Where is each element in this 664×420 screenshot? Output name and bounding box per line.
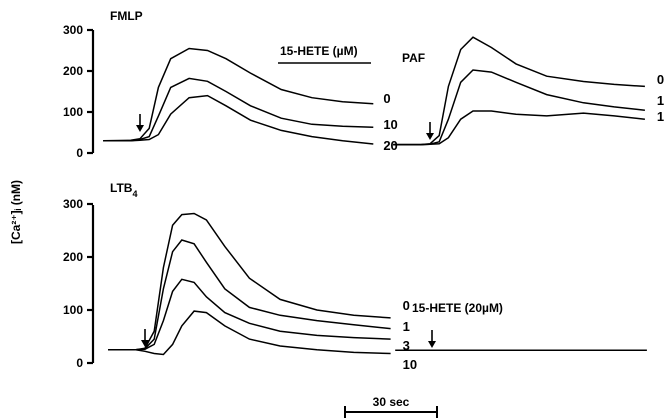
trace-ltb4-10 (108, 310, 391, 356)
trace-label: 10 (383, 117, 397, 132)
trace-paf-10 (393, 110, 645, 146)
trace-fmlp-0 (103, 47, 374, 142)
y-tick-label: 300 (63, 23, 83, 37)
panel-title: FMLP (110, 9, 143, 23)
trace-label: 1 (403, 319, 410, 334)
trace-label: 0 (383, 91, 390, 106)
stimulus-arrow-head (428, 341, 436, 348)
legend-title: 15-HETE (µM) (280, 44, 358, 58)
panel-title: 15-HETE (20µM) (412, 301, 503, 315)
trace-ltb4-0 (108, 212, 391, 351)
stimulus-arrow-head (136, 125, 144, 132)
trace-label: 0 (403, 298, 410, 313)
panels: 0100200300FMLP01020PAF01100100200300LTB4… (63, 9, 664, 372)
y-tick-label: 200 (63, 250, 83, 264)
trace-fmlp-20 (103, 94, 374, 145)
y-tick-label: 100 (63, 303, 83, 317)
y-tick-label: 200 (63, 64, 83, 78)
y-tick-label: 0 (76, 146, 83, 160)
trace-paf-0 (393, 36, 645, 146)
trace-label: 1 (657, 93, 664, 108)
trace-ltb4-1 (108, 239, 391, 351)
stimulus-arrow-head (141, 340, 149, 347)
time-scale-bar: 30 sec (344, 395, 438, 418)
y-axis-title: [Ca²⁺]ᵢ (nM) (9, 180, 23, 244)
y-tick-label: 100 (63, 105, 83, 119)
legend-group: 15-HETE (µM) (278, 44, 371, 64)
trace-ltb4-3 (108, 278, 391, 351)
panel-fmlp: 0 100 200 300 FMLP 0 10 20 (63, 9, 398, 160)
trace-label: 20 (383, 138, 397, 153)
panel-paf: PAF 0 110 (393, 36, 664, 146)
panel-title: PAF (402, 51, 425, 65)
trace-label: 10 (657, 109, 664, 124)
y-tick-label: 300 (63, 197, 83, 211)
y-tick-label: 0 (76, 356, 83, 370)
trace-label: 0 (657, 72, 664, 87)
panel-title: LTB4 (110, 181, 137, 199)
panel-ltb4: 0 100 200 300 LTB4 0 1 3 10 (63, 181, 417, 372)
stimulus-arrow-head (426, 133, 434, 140)
trace-fmlp-10 (103, 77, 374, 142)
trace-label: 10 (403, 357, 417, 372)
panel-hete-control: 15-HETE (20µM) (395, 301, 647, 351)
trace-label: 3 (403, 338, 410, 353)
scale-bar-label: 30 sec (373, 395, 410, 409)
